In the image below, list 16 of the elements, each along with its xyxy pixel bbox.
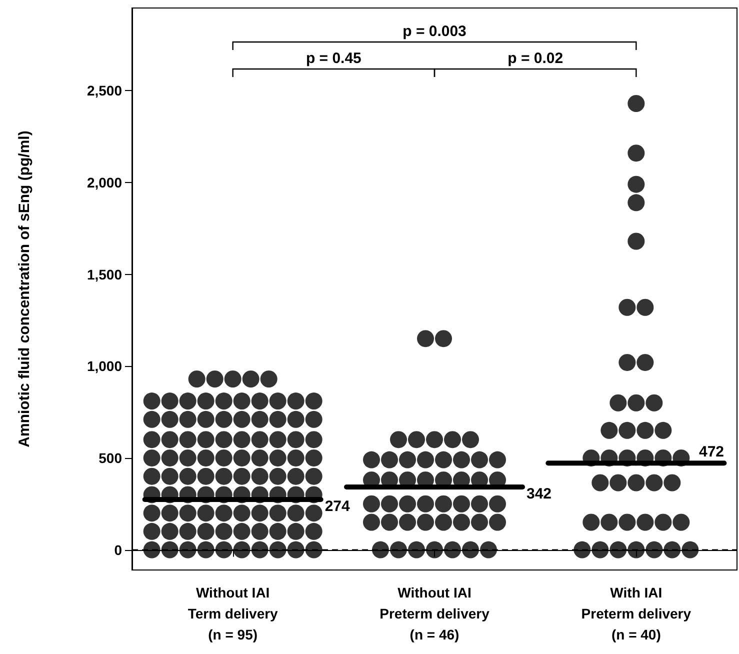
y-tick-label: 1,000	[86, 358, 122, 374]
y-tick-label: 2,000	[86, 174, 122, 190]
y-axis-title: Amniotic fluid concentration of sEng (pg/ml)	[16, 130, 33, 448]
x-tick-label: With IAI Preterm delivery (n = 40)	[581, 584, 692, 642]
annotation: p = 0.02	[508, 50, 564, 67]
annotation: p = 0.45	[306, 50, 362, 67]
y-tick-label: 1,500	[86, 266, 122, 282]
y-tick-label: 0	[114, 542, 122, 558]
y-tick-label: 500	[98, 450, 122, 466]
y-tick-label: 2,500	[86, 82, 122, 99]
annotation: p = 0.003	[402, 23, 466, 40]
x-tick-label: Without IAI Term delivery (n = 95)	[188, 584, 278, 642]
annotation: 472	[699, 444, 724, 461]
annotation: 274	[324, 498, 351, 515]
x-tick-label: Without IAI Preterm delivery (n = 46)	[380, 584, 490, 642]
annotation: 342	[526, 485, 552, 502]
